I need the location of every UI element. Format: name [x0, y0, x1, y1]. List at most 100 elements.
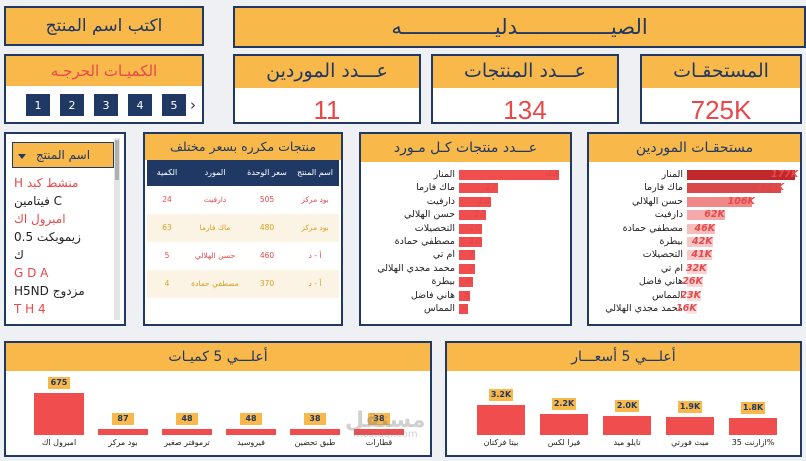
bar-category-label: المنار: [433, 169, 455, 180]
bar[interactable]: [687, 290, 702, 301]
table-cell: بود مركز: [301, 195, 329, 204]
bar[interactable]: [98, 429, 148, 435]
bar-value-label: 46K: [694, 222, 716, 234]
bar[interactable]: [666, 417, 714, 435]
bar-category-label: المنار: [661, 169, 683, 180]
bar[interactable]: [687, 263, 707, 274]
bar[interactable]: [687, 250, 713, 261]
bar[interactable]: [687, 277, 703, 288]
bar-value-label: 5: [463, 289, 471, 301]
page-button-4[interactable]: 4: [128, 94, 152, 116]
bar-value-label: 38: [304, 413, 326, 425]
table-cell: 460: [259, 251, 275, 260]
bar[interactable]: [687, 223, 716, 234]
slicer-title[interactable]: اسم المنتج: [12, 142, 114, 168]
bar[interactable]: [687, 237, 713, 247]
bar[interactable]: [459, 210, 487, 221]
bar[interactable]: [540, 414, 588, 435]
bar-value-label: 48: [240, 413, 262, 425]
table-row[interactable]: [147, 214, 339, 242]
bar[interactable]: [459, 237, 482, 247]
table-header-cell[interactable]: المورد: [187, 160, 243, 186]
table-cell: مصطفي حمادة: [191, 279, 239, 288]
bar[interactable]: [603, 416, 651, 435]
slicer-item[interactable]: ك: [14, 248, 24, 262]
bar[interactable]: [226, 429, 276, 435]
bar-category-label: قطارات: [365, 438, 393, 447]
bar[interactable]: [34, 393, 84, 435]
bar-value-label: 26K: [682, 276, 703, 288]
bar-category-label: فيروسيد: [237, 438, 265, 447]
bar-value-label: 14: [477, 195, 491, 207]
bar-value-label: 7: [468, 262, 475, 274]
page-button-5[interactable]: 5: [162, 94, 186, 116]
bar[interactable]: [162, 429, 212, 435]
dropdown-arrow-icon[interactable]: [18, 154, 26, 159]
bar-category-label: المماس: [651, 289, 683, 301]
bar-category-label: هاني فاضل: [638, 276, 683, 288]
page-button-2[interactable]: 2: [60, 94, 84, 116]
product-slicer[interactable]: اسم المنتج H منشط كبد فيتامين C امبرول اك ز…: [4, 132, 126, 326]
bar[interactable]: [459, 290, 471, 301]
table-header-cell[interactable]: اسم المنتج: [291, 160, 339, 186]
bar-category-label: دارفيت: [426, 195, 455, 207]
slicer-item[interactable]: H منشط كبد: [14, 176, 79, 190]
kpi-suppliers-card: عـــدد الموردين 11: [233, 54, 421, 125]
search-product-box[interactable]: اكتب اسم المنتج: [4, 6, 204, 46]
slicer-item[interactable]: G D A: [14, 266, 49, 280]
slicer-item[interactable]: امبرول اك: [14, 212, 66, 226]
kpi-products-title: عـــدد المنتجات: [433, 56, 617, 88]
bar-category-label: دارفيت: [654, 209, 683, 221]
bar-category-label: بيطرة: [431, 276, 455, 288]
bar-value-label: 106K: [727, 195, 755, 207]
bar-value-label: 3.2K: [489, 389, 513, 401]
slicer-scrollbar[interactable]: [114, 138, 120, 320]
slicer-item[interactable]: H5ND مزدوج: [14, 284, 85, 298]
bar-category-label: %ازارنت 35: [731, 438, 775, 447]
top-quantities-panel: أعلـــي 5 كميـات 675 امبرول اك 87 بود مركز 4…: [4, 341, 432, 457]
slicer-scroll-thumb[interactable]: [115, 140, 119, 180]
bar-value-label: 7: [468, 249, 475, 261]
bar[interactable]: [459, 263, 475, 274]
critical-quantities-title: الكميـات الحرجـه: [6, 56, 202, 86]
table-row[interactable]: [147, 270, 339, 298]
products-per-supplier-chart: المنار 44 ماك فارما 17 دارفيت 14 حسن الهلالي 12…: [361, 169, 570, 320]
slicer-item[interactable]: فيتامين C: [14, 194, 63, 208]
bar[interactable]: [459, 304, 469, 314]
search-product-title: اكتب اسم المنتج: [45, 16, 163, 36]
bar-value-label: 62K: [704, 209, 725, 221]
bar-category-label: حسن الهلالي: [632, 195, 683, 207]
bar[interactable]: [687, 304, 697, 314]
slicer-item[interactable]: T H 4: [14, 302, 46, 316]
bar[interactable]: [687, 183, 781, 194]
slicer-item[interactable]: زيموبكت 0.5: [14, 230, 81, 244]
bar[interactable]: [459, 223, 482, 234]
page-button-1[interactable]: 1: [26, 94, 50, 116]
bar-value-label: 6: [466, 276, 473, 288]
watermark-sub: mostaql.com: [352, 429, 418, 440]
bar[interactable]: [354, 429, 404, 435]
bar[interactable]: [459, 196, 491, 207]
table-row[interactable]: [147, 242, 339, 270]
next-page-icon[interactable]: ›: [190, 96, 196, 114]
bar[interactable]: [687, 210, 725, 221]
bar[interactable]: [459, 277, 473, 288]
bar[interactable]: [477, 405, 525, 435]
bar[interactable]: [687, 170, 795, 180]
top-quantities-chart: 675 امبرول اك 87 بود مركز 48 ترموفتر صغير 48 في…: [6, 371, 430, 455]
bar[interactable]: [729, 418, 777, 435]
table-cell: 480: [259, 223, 275, 232]
table-header-cell[interactable]: سعر الوحدة: [243, 160, 291, 186]
bar[interactable]: [459, 250, 475, 261]
bar[interactable]: [459, 183, 498, 194]
table-row[interactable]: [147, 186, 339, 214]
bar[interactable]: [290, 429, 340, 435]
page-button-3[interactable]: 3: [94, 94, 118, 116]
table-header-cell[interactable]: الكمية: [147, 160, 187, 186]
table-cell: 24: [162, 195, 172, 204]
bar-value-label: 10: [468, 236, 482, 247]
bar[interactable]: [687, 196, 752, 207]
table-cell: 505: [259, 195, 275, 204]
kpi-suppliers-title: عـــدد الموردين: [235, 56, 419, 88]
bar[interactable]: [459, 170, 559, 180]
